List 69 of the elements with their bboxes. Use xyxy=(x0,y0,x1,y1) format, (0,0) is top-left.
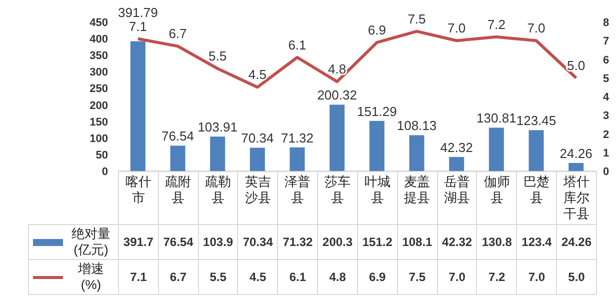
y2-tick-label: 7 xyxy=(603,36,610,48)
text: 200.3 xyxy=(318,224,358,260)
data-label: 7.1 xyxy=(118,260,158,294)
y-tick-label: 100 xyxy=(90,132,108,145)
x-tick-label: 巴楚县 xyxy=(516,172,557,224)
y2-tick-label: 4 xyxy=(603,92,610,104)
data-label: 108.13 xyxy=(396,118,437,134)
data-label: 7.0 xyxy=(437,260,477,294)
text: 42.32 xyxy=(437,224,477,260)
text: 71.32 xyxy=(278,224,318,260)
x-tick-label: 塔什库尔干县 xyxy=(556,172,596,224)
legend-label: 增速(%) xyxy=(77,261,105,293)
text: 391.7 xyxy=(118,224,158,260)
data-label: 391.79 xyxy=(118,4,158,20)
x-tick-label: 叶城县 xyxy=(357,172,398,224)
data-label: 4.5 xyxy=(238,260,278,294)
text: 151.2 xyxy=(357,224,398,260)
data-label: 6.7 xyxy=(158,260,198,294)
y2-tick-label: 1 xyxy=(603,147,610,160)
data-label: 7.2 xyxy=(476,260,517,294)
text: 76.54 xyxy=(158,224,198,260)
text: 130.8 xyxy=(476,224,517,260)
y-tick-label: 400 xyxy=(90,34,108,46)
data-label: 4.8 xyxy=(318,260,358,294)
x-tick-label: 疏勒县 xyxy=(198,172,238,224)
y-tick-label: 200 xyxy=(90,100,108,112)
data-label: 7.5 xyxy=(397,260,438,294)
text: 24.26 xyxy=(556,224,596,260)
x-tick-label: 英吉沙县 xyxy=(238,172,278,224)
data-label: 71.32 xyxy=(280,130,314,146)
data-label: 7.0 xyxy=(516,260,557,294)
x-tick-label: 岳普湖县 xyxy=(437,172,477,224)
data-label: 5.5 xyxy=(198,260,238,294)
data-label: 6.1 xyxy=(278,260,318,294)
x-tick-label: 莎车县 xyxy=(318,172,358,224)
y-tick-label: 350 xyxy=(90,50,108,62)
data-label: 70.34 xyxy=(241,130,274,146)
y-tick-label: 50 xyxy=(96,149,108,162)
x-tick-label: 喀什市 xyxy=(118,172,158,224)
data-label: 42.32 xyxy=(440,140,473,155)
data-label: 130.81 xyxy=(476,110,516,126)
y-tick-label: 250 xyxy=(90,83,108,96)
y2-tick-label: 0 xyxy=(603,166,610,178)
text: 123.4 xyxy=(516,224,557,260)
y2-tick-label: 3 xyxy=(603,110,610,122)
y-tick-label: 150 xyxy=(90,116,108,128)
data-label: 24.26 xyxy=(560,146,592,161)
text: 108.1 xyxy=(397,224,438,260)
data-label: 151.29 xyxy=(357,104,397,119)
y-tick-label: 450 xyxy=(90,17,108,29)
data-label: 123.45 xyxy=(516,113,556,128)
y-tick-label: 0 xyxy=(102,166,108,178)
x-tick-label: 泽普县 xyxy=(278,172,318,224)
y-tick-label: 300 xyxy=(90,66,108,79)
data-label: 103.91 xyxy=(198,120,238,135)
y2-tick-label: 8 xyxy=(603,17,610,29)
y2-tick-label: 6 xyxy=(603,54,610,66)
data-label: 6.9 xyxy=(357,260,398,294)
y2-tick-label: 5 xyxy=(603,72,610,85)
data-label: 5.0 xyxy=(556,260,596,294)
x-tick-label: 伽师县 xyxy=(476,172,517,224)
legend-label: 绝对量(亿元) xyxy=(70,226,112,258)
text: 70.34 xyxy=(238,224,278,260)
data-label: 76.54 xyxy=(161,128,194,144)
y2-tick-label: 2 xyxy=(603,128,610,141)
x-tick-label: 麦盖提县 xyxy=(397,172,438,224)
x-tick-label: 疏附县 xyxy=(158,172,198,224)
data-label: 200.32 xyxy=(317,88,357,103)
text: 103.9 xyxy=(198,224,238,260)
